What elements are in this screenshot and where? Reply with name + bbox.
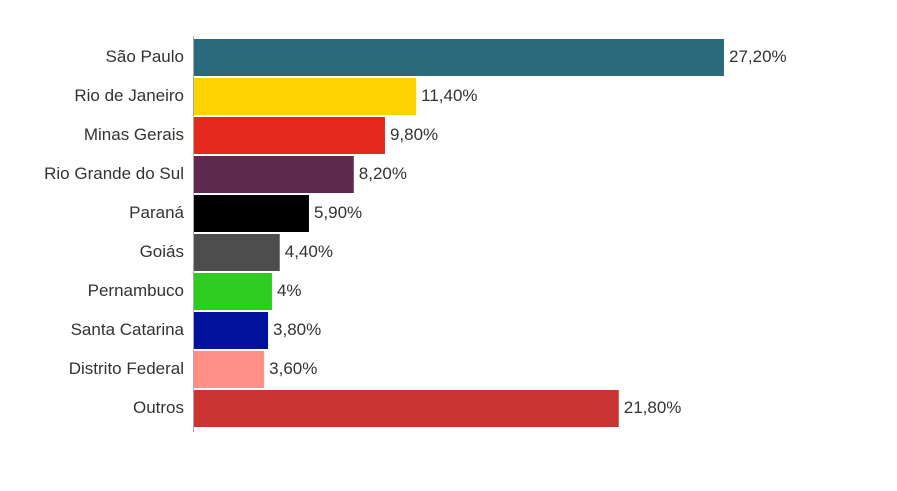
value-label: 21,80% <box>624 398 682 417</box>
category-label: Santa Catarina <box>71 320 185 339</box>
value-label: 4% <box>277 281 302 300</box>
category-label: Distrito Federal <box>69 359 184 378</box>
value-label: 3,60% <box>269 359 317 378</box>
category-label: Outros <box>133 398 184 417</box>
value-label: 5,90% <box>314 203 362 222</box>
category-label: Rio de Janeiro <box>74 86 184 105</box>
value-label: 11,40% <box>421 86 477 105</box>
value-label: 9,80% <box>390 125 438 144</box>
value-label: 8,20% <box>359 164 407 183</box>
category-label: Minas Gerais <box>84 125 184 144</box>
bar <box>194 156 354 193</box>
bar <box>194 234 280 271</box>
value-label: 27,20% <box>729 47 787 66</box>
category-label: Goiás <box>140 242 184 261</box>
bar <box>194 312 269 349</box>
category-label: Pernambuco <box>88 281 184 300</box>
bar <box>194 390 619 427</box>
bar <box>194 273 272 310</box>
bar <box>194 39 724 76</box>
category-label: Rio Grande do Sul <box>44 164 184 183</box>
value-label: 3,80% <box>273 320 321 339</box>
bar <box>194 78 417 115</box>
value-label: 4,40% <box>285 242 333 261</box>
bar <box>194 195 309 232</box>
category-label: Paraná <box>129 203 184 222</box>
bar <box>194 117 385 154</box>
category-label: São Paulo <box>106 47 184 66</box>
bar <box>194 351 265 388</box>
